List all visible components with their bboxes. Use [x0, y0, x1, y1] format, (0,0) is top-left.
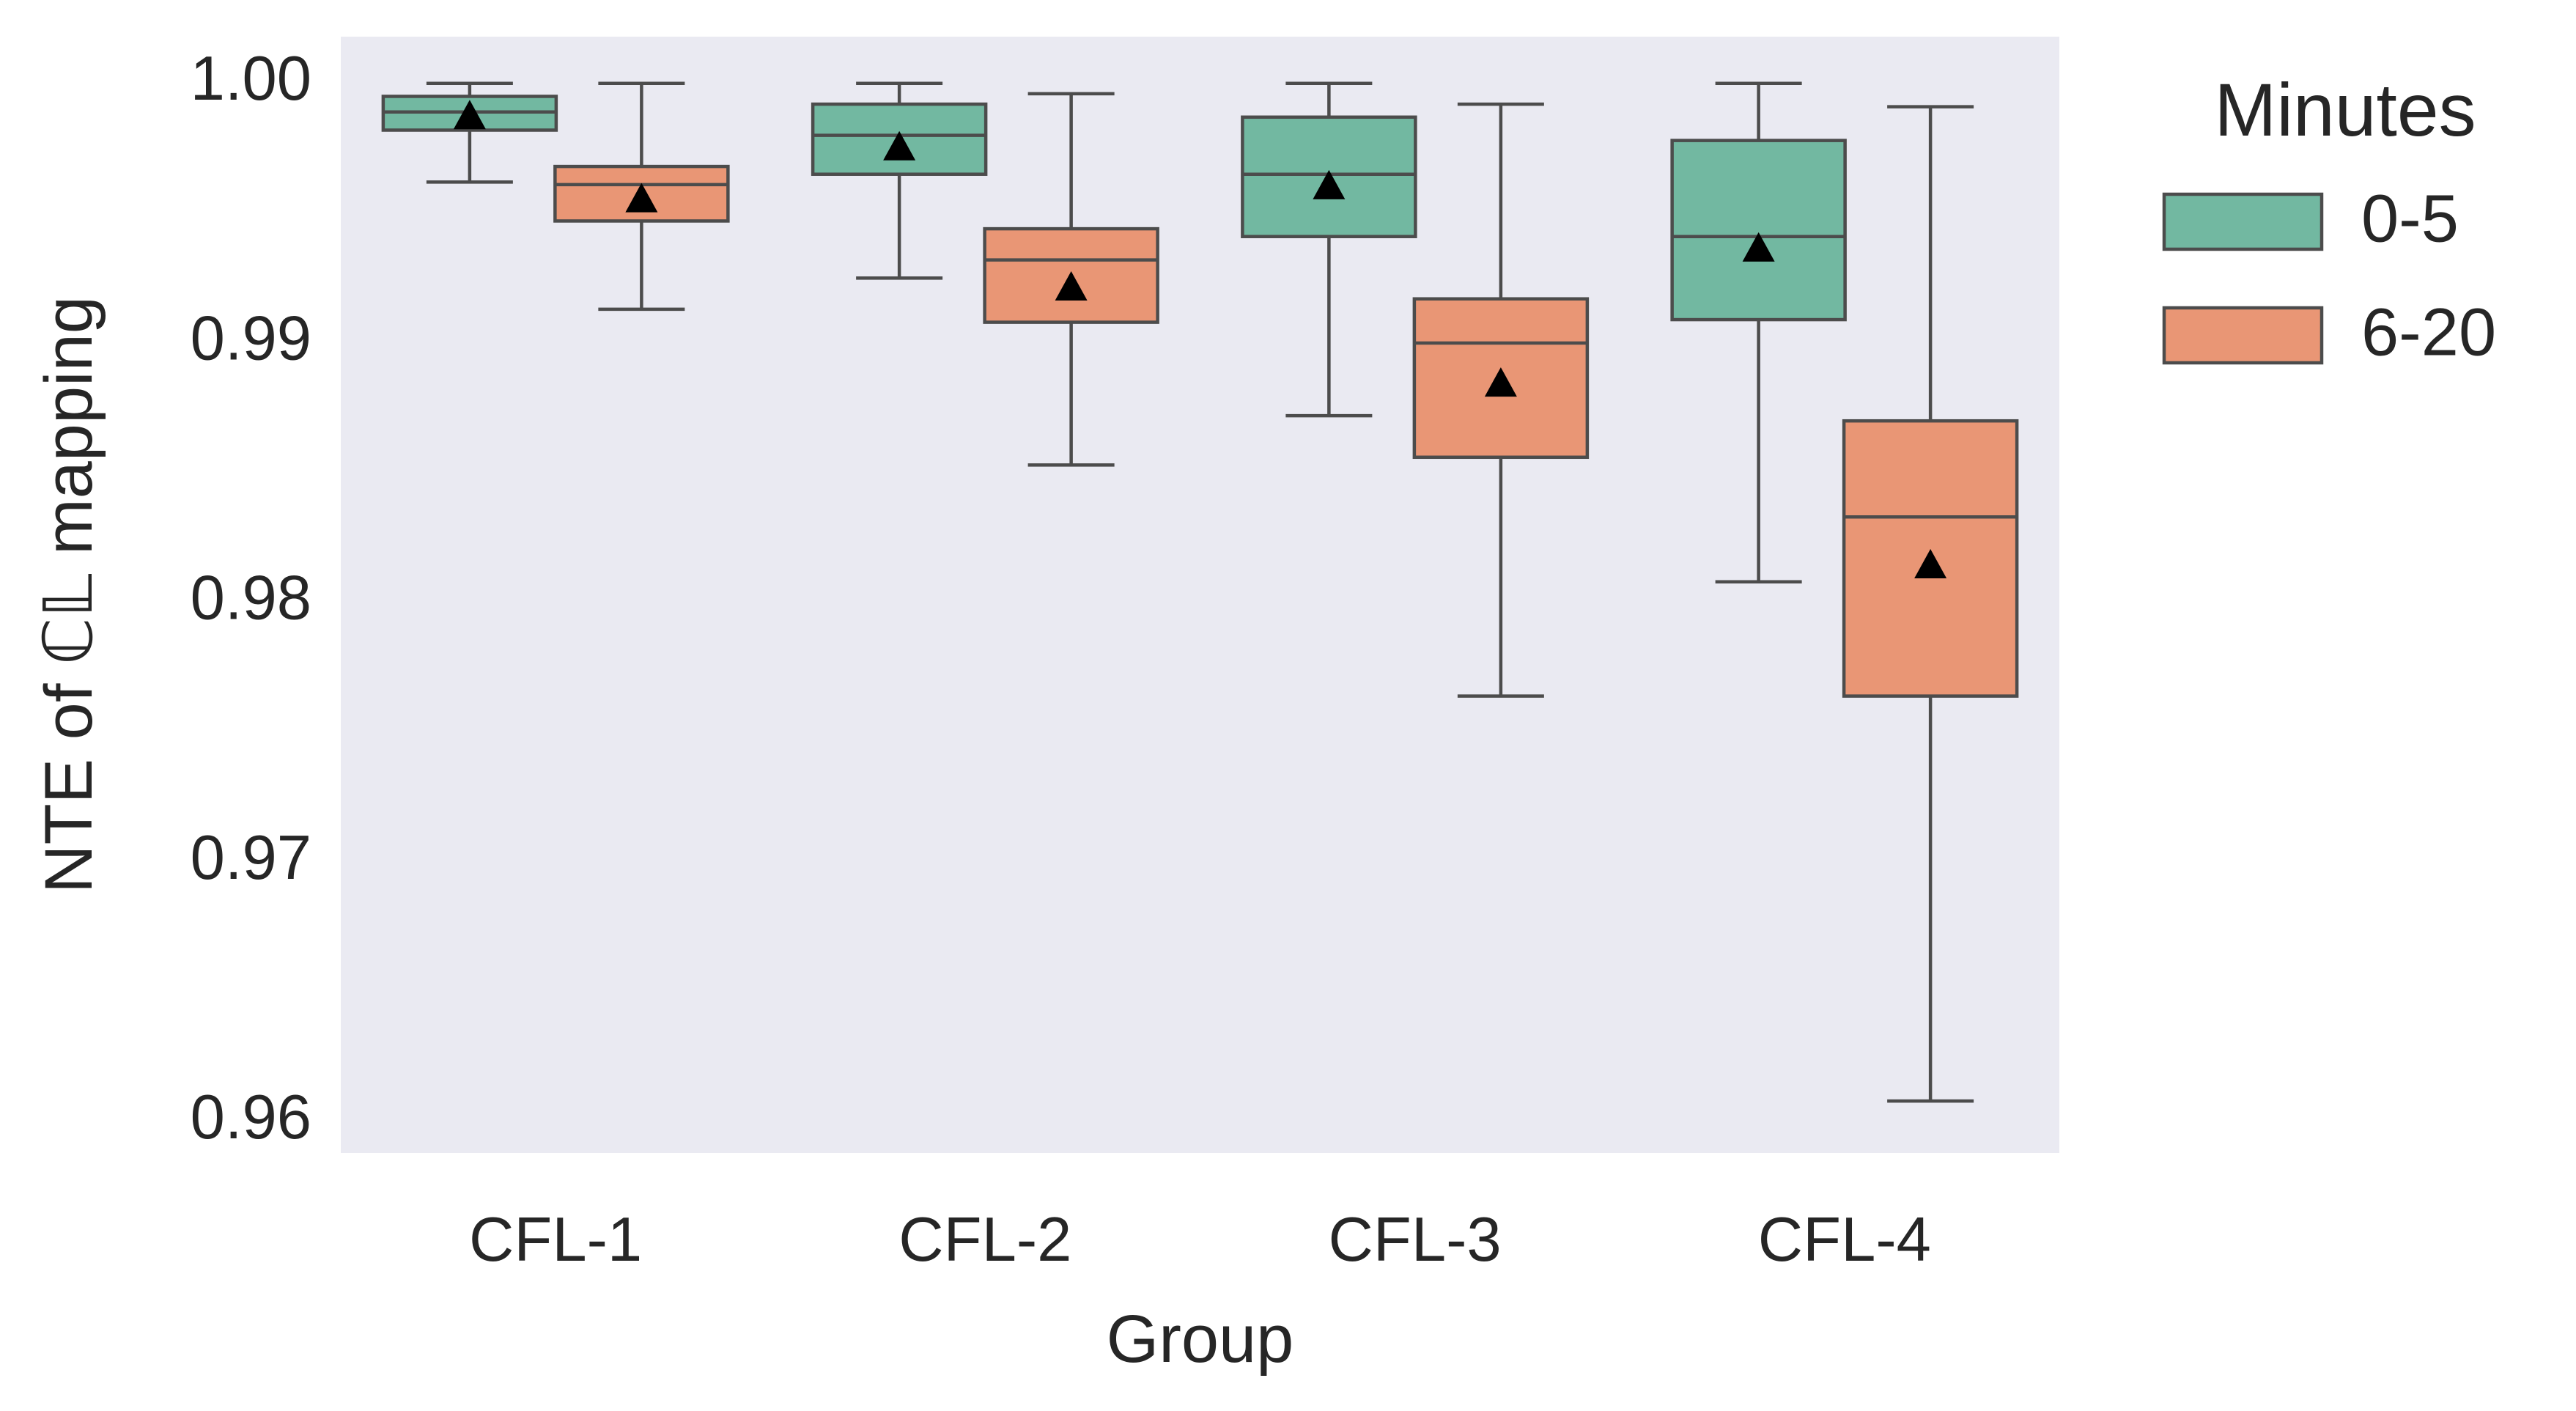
x-axis-ticks: CFL-1 CFL-2 CFL-3 CFL-4 — [469, 1205, 1931, 1275]
x-axis-title: Group — [1107, 1302, 1294, 1377]
legend: Minutes 0-5 6-20 — [2162, 68, 2496, 369]
box-0-5-CFL-4 — [1670, 81, 1847, 584]
mean-marker — [453, 100, 486, 130]
y-axis-title: NTE of ℂ𝕃 mapping — [32, 296, 106, 894]
x-tick-label: CFL-1 — [469, 1205, 642, 1275]
mean-marker — [625, 183, 658, 213]
mean-marker — [1313, 169, 1346, 199]
box-0-5-CFL-1 — [381, 81, 558, 184]
legend-swatch-6-20 — [2162, 306, 2324, 365]
x-tick-label: CFL-2 — [898, 1205, 1071, 1275]
mean-marker — [1742, 232, 1775, 262]
iqr-box — [1412, 297, 1590, 460]
legend-label-0-5: 0-5 — [2361, 181, 2459, 256]
mean-marker — [883, 130, 916, 161]
y-tick-label: 0.97 — [191, 823, 311, 893]
legend-title: Minutes — [2214, 68, 2476, 152]
box-6-20-CFL-4 — [1842, 105, 2019, 1103]
box-6-20-CFL-2 — [983, 92, 1159, 467]
box-0-5-CFL-2 — [811, 81, 988, 280]
y-tick-label: 0.96 — [191, 1083, 311, 1152]
box-plot-series — [381, 81, 2019, 1103]
mean-marker — [1484, 367, 1517, 397]
legend-label-6-20: 6-20 — [2361, 295, 2496, 369]
mean-marker — [1914, 548, 1947, 578]
y-tick-label: 0.99 — [191, 303, 311, 373]
y-axis-ticks: 0.96 0.97 0.98 0.99 1.00 — [191, 44, 311, 1152]
y-tick-label: 1.00 — [191, 44, 311, 114]
iqr-box — [1670, 139, 1847, 322]
mean-marker — [1055, 271, 1088, 301]
x-tick-label: CFL-3 — [1329, 1205, 1502, 1275]
box-6-20-CFL-3 — [1412, 102, 1590, 698]
box-0-5-CFL-3 — [1241, 81, 1417, 418]
x-tick-label: CFL-4 — [1758, 1205, 1931, 1275]
y-tick-label: 0.98 — [191, 564, 311, 633]
legend-swatch-0-5 — [2162, 192, 2324, 251]
box-6-20-CFL-1 — [553, 81, 730, 312]
